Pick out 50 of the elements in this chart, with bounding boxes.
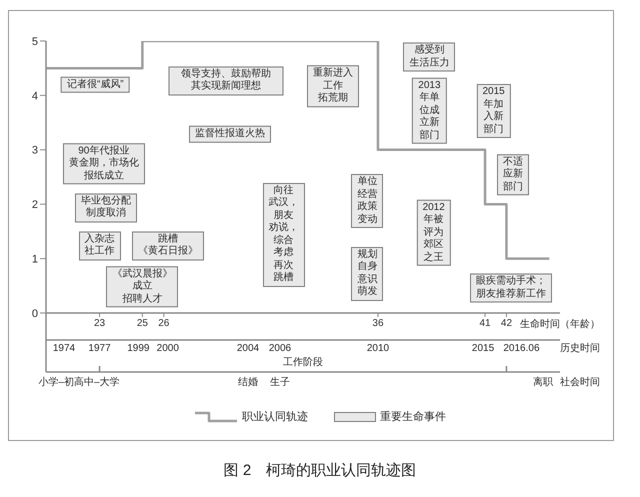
text: 生子 bbox=[270, 377, 290, 389]
text: 1999 bbox=[127, 343, 150, 355]
text: 2000 bbox=[156, 343, 179, 355]
x-tick-label: 36 bbox=[372, 318, 384, 330]
y-tick-label: 4 bbox=[32, 90, 38, 102]
text: 小学–初高中–大学 bbox=[38, 377, 120, 389]
annotation: 记者很“威风” bbox=[60, 76, 130, 93]
text: 1977 bbox=[88, 343, 111, 355]
annotation: 2015年加入新部门 bbox=[476, 84, 511, 138]
y-tick-label: 5 bbox=[32, 36, 38, 48]
annotation: 2012年被评为郊区之王 bbox=[416, 199, 451, 266]
text: 重要生命事件 bbox=[380, 410, 446, 424]
text: 2006 bbox=[268, 343, 292, 355]
text: 结婚 bbox=[238, 377, 258, 389]
annotation: 重新进入工作拓荒期 bbox=[307, 65, 359, 107]
text: 历史时间 bbox=[560, 343, 600, 355]
x-tick-label: 42 bbox=[500, 318, 512, 330]
y-tick-label: 2 bbox=[32, 199, 38, 212]
annotation: 单位经营政策变动 bbox=[351, 174, 384, 228]
annotation: 毕业包分配制度取消 bbox=[75, 193, 137, 222]
annotation: 跳槽《黄石日报》 bbox=[132, 231, 204, 260]
annotation: 90年代报业黄金期，市场化报纸成立 bbox=[62, 143, 145, 185]
text: 2015 bbox=[472, 343, 494, 355]
x-tick-label: 41 bbox=[479, 318, 492, 330]
text: 社会时间 bbox=[560, 377, 600, 389]
y-tick-label: 1 bbox=[32, 254, 38, 266]
legend-label: 职业认同轨迹 bbox=[242, 410, 308, 424]
annotation: 入杂志社工作 bbox=[78, 231, 120, 260]
text: 1974 bbox=[52, 343, 76, 355]
annotation: 监督性报道火热 bbox=[189, 126, 272, 142]
y-tick-label: 3 bbox=[32, 144, 38, 157]
annotation: 不适应新部门 bbox=[496, 154, 529, 196]
annotation: 领导支持、鼓励帮助其实现新闻理想 bbox=[168, 66, 284, 96]
annotation: 感受到生活压力 bbox=[403, 42, 456, 72]
x-tick-label: 25 bbox=[136, 318, 148, 330]
text: 离职 bbox=[533, 377, 553, 389]
annotation: 眼疾需动手术；朋友推荐新工作 bbox=[470, 274, 552, 302]
annotation: 《武汉晨报》成立招聘人才 bbox=[106, 266, 178, 308]
text: 图 2 柯琦的职业认同轨迹图 bbox=[222, 461, 418, 480]
text: 2016.06 bbox=[503, 343, 540, 355]
x-tick-label: 23 bbox=[94, 318, 106, 330]
annotation: 向往武汉，朋友劝说，综合考虑再次跳槽 bbox=[262, 182, 305, 287]
text: 2010 bbox=[366, 343, 390, 355]
text: 2004 bbox=[236, 343, 260, 355]
x-tick-label: 26 bbox=[158, 318, 170, 330]
annotation: 2013年单位成立新部门 bbox=[412, 77, 447, 144]
text: 工作阶段 bbox=[283, 357, 323, 369]
annotation: 规划自身意识萌发 bbox=[351, 246, 384, 301]
x-axis-title: 生命时间（年龄） bbox=[520, 319, 600, 331]
y-tick-label: 0 bbox=[32, 308, 38, 320]
